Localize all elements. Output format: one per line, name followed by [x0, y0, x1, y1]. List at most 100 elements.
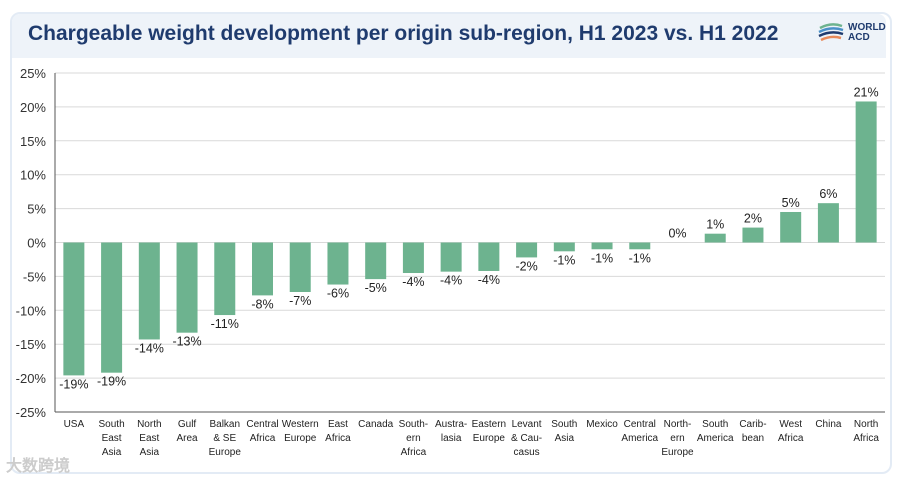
data-label: 2% — [744, 212, 762, 226]
data-label: -6% — [327, 287, 349, 301]
x-tick-label: South — [551, 419, 577, 430]
data-label: 6% — [819, 187, 837, 201]
logo-text-world: WORLD — [848, 22, 886, 33]
bar — [252, 242, 273, 296]
x-tick-label: & SE — [213, 433, 236, 444]
x-tick-label: Carib- — [739, 419, 766, 430]
data-label: 0% — [668, 227, 686, 241]
x-tick-label: USA — [64, 419, 85, 430]
bar — [365, 242, 387, 280]
bar — [214, 242, 236, 316]
x-tick-label: South- — [399, 419, 428, 430]
y-tick-label: -10% — [16, 303, 47, 318]
x-tick-label: Canada — [358, 419, 393, 430]
globe-swoosh-icon — [818, 23, 844, 42]
bar — [138, 242, 160, 340]
data-label: -4% — [440, 274, 462, 288]
x-tick-label: South — [99, 419, 125, 430]
bar — [817, 203, 839, 243]
bar — [780, 211, 802, 243]
data-label: -4% — [402, 275, 424, 289]
y-tick-label: 25% — [20, 66, 46, 81]
bar — [629, 242, 651, 250]
y-tick-label: -20% — [16, 371, 47, 386]
x-tick-label: Europe — [284, 433, 317, 444]
bar — [101, 242, 123, 373]
data-label: 1% — [706, 218, 724, 232]
bar — [516, 242, 538, 258]
x-tick-label: East — [139, 433, 159, 444]
x-tick-label: lasia — [441, 433, 462, 444]
data-label: -1% — [629, 251, 651, 265]
x-tick-label: Africa — [325, 433, 351, 444]
bar — [289, 242, 311, 292]
data-label: 21% — [854, 85, 879, 99]
x-tick-label: ern — [406, 433, 420, 444]
x-tick-label: & Cau- — [511, 433, 542, 444]
watermark: 大数跨境 — [6, 458, 71, 475]
data-label: -1% — [591, 251, 613, 265]
x-tick-label: Europe — [209, 447, 242, 458]
y-tick-label: 5% — [27, 202, 46, 217]
bar — [176, 242, 198, 333]
x-tick-label: Asia — [140, 447, 160, 458]
x-tick-label: Mexico — [586, 419, 618, 430]
x-tick-label: West — [779, 419, 802, 430]
x-tick-label: Europe — [473, 433, 506, 444]
y-tick-label: -15% — [16, 337, 47, 352]
x-tick-label: America — [697, 433, 734, 444]
y-tick-label: -25% — [16, 405, 47, 420]
bar — [553, 242, 575, 252]
bar — [591, 242, 613, 250]
x-tick-label: bean — [742, 433, 764, 444]
x-tick-label: Africa — [401, 447, 427, 458]
x-tick-label: Africa — [853, 433, 879, 444]
x-tick-label: Gulf — [178, 419, 197, 430]
world-acd-logo: WORLD ACD — [818, 22, 886, 44]
data-label: 5% — [782, 196, 800, 210]
bar — [402, 242, 424, 274]
x-tick-label: Western — [282, 419, 319, 430]
y-tick-label: 20% — [20, 100, 46, 115]
x-tick-label: Africa — [250, 433, 276, 444]
x-tick-label: North — [854, 419, 878, 430]
data-label: -8% — [251, 297, 273, 311]
bar — [742, 227, 764, 243]
x-tick-label: East — [102, 433, 122, 444]
x-tick-label: ern — [670, 433, 684, 444]
data-label: -5% — [365, 281, 387, 295]
x-tick-label: Asia — [555, 433, 575, 444]
bar — [327, 242, 349, 285]
x-tick-label: Africa — [778, 433, 804, 444]
y-tick-label: 0% — [27, 236, 46, 251]
x-tick-label: Central — [246, 419, 278, 430]
bar — [704, 233, 726, 243]
bar — [440, 242, 462, 272]
x-tick-label: East — [328, 419, 348, 430]
y-tick-label: 10% — [20, 168, 46, 183]
chart-header — [12, 14, 886, 58]
x-tick-label: Europe — [661, 447, 694, 458]
x-tick-label: North — [137, 419, 161, 430]
x-tick-label: casus — [514, 447, 540, 458]
x-tick-label: Asia — [102, 447, 122, 458]
x-tick-label: America — [621, 433, 658, 444]
data-label: -7% — [289, 294, 311, 308]
x-tick-label: Central — [624, 419, 656, 430]
x-tick-label: Area — [176, 433, 198, 444]
x-tick-label: North- — [664, 419, 692, 430]
x-tick-label: Levant — [512, 419, 542, 430]
x-tick-label: China — [815, 419, 842, 430]
data-label: -19% — [97, 375, 126, 389]
data-label: -14% — [135, 341, 164, 355]
bar — [63, 242, 85, 376]
data-label: -1% — [553, 253, 575, 267]
chart-title: Chargeable weight development per origin… — [28, 22, 779, 45]
y-tick-label: 15% — [20, 134, 46, 149]
data-label: -19% — [59, 377, 88, 391]
data-label: -11% — [211, 317, 239, 331]
x-tick-label: Eastern — [472, 419, 506, 430]
bar — [855, 101, 877, 243]
data-label: -4% — [478, 273, 500, 287]
